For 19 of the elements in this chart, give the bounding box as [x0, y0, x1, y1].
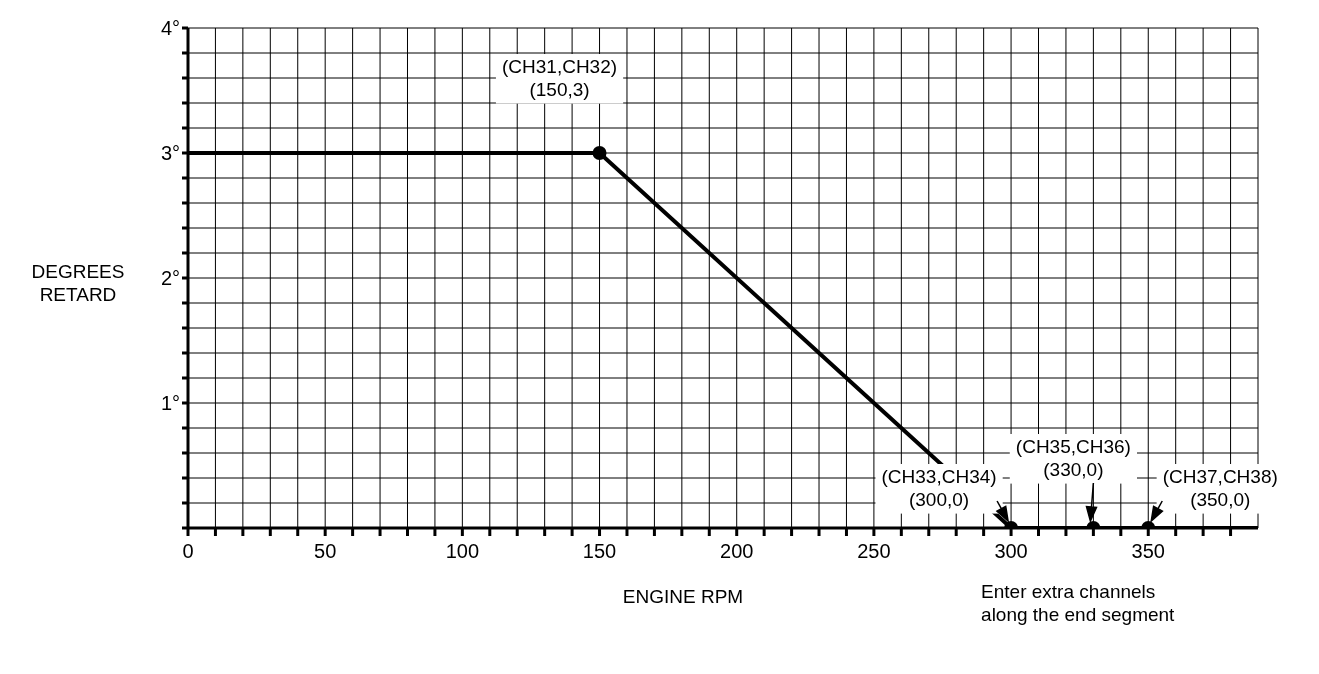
x-tick-label: 100 — [445, 540, 480, 563]
x-tick-label: 150 — [582, 540, 617, 563]
annotation: (CH31,CH32) (150,3) — [501, 56, 618, 100]
y-tick-label: 3° — [160, 142, 180, 165]
text: Enter extra channels along the end segment — [981, 581, 1176, 625]
annotation: (CH33,CH34) (300,0) — [881, 466, 997, 510]
y-axis-title: DEGREES RETARD — [31, 261, 125, 305]
x-axis-title: ENGINE RPM — [622, 586, 744, 607]
x-tick-label: 0 — [182, 540, 194, 563]
y-tick-label: 1° — [160, 392, 180, 415]
annotation: (CH35,CH36) (330,0) — [1015, 436, 1131, 480]
x-tick-label: 300 — [994, 540, 1028, 563]
x-tick-label: 350 — [1131, 540, 1165, 563]
y-tick-label: 4° — [160, 17, 180, 40]
x-tick-label: 200 — [720, 540, 754, 563]
y-tick-label: 2° — [160, 267, 180, 290]
x-tick-label: 250 — [857, 540, 891, 563]
x-tick-label: 50 — [314, 540, 337, 563]
annotation: (CH37,CH38) (350,0) — [1162, 466, 1278, 510]
